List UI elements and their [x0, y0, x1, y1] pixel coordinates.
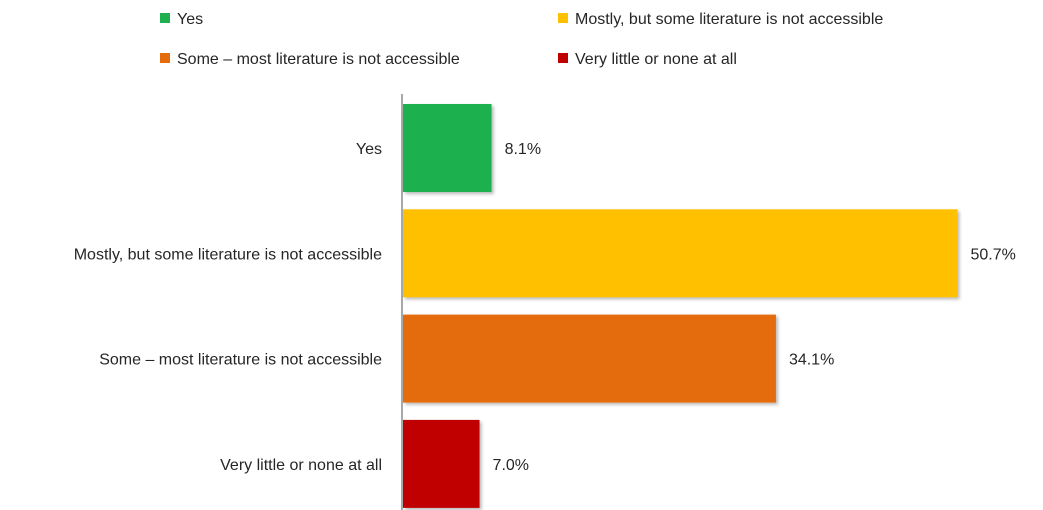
bar-yes: [403, 104, 492, 192]
legend-label-some-most-literature-is-not-accessible: Some – most literature is not accessible: [177, 51, 460, 68]
category-labels: Yes Mostly, but some literature is not ac…: [74, 141, 382, 474]
legend-swatch-some-most-literature-is-not-accessible: [160, 53, 170, 63]
bar-some-most-literature-is-not-accessible: [403, 314, 776, 403]
category-label-some-most-literature-is-not-accessible: Some – most literature is not accessible: [99, 352, 382, 369]
legend-swatch-very-little-or-none-at-all: [558, 53, 568, 63]
value-label-yes: 8.1%: [505, 141, 541, 158]
value-label-mostly-but-some-literature-is-not-accessible: 50.7%: [971, 246, 1016, 263]
legend-label-mostly-but-some-literature-is-not-accessible: Mostly, but some literature is not acces…: [575, 11, 883, 28]
bar-very-little-or-none-at-all: [403, 419, 480, 508]
bar-mostly-but-some-literature-is-not-accessible: [403, 209, 958, 298]
legend-swatch-yes: [160, 13, 170, 23]
category-label-very-little-or-none-at-all: Very little or none at all: [220, 457, 382, 474]
legend-swatch-mostly-but-some-literature-is-not-accessible: [558, 13, 568, 23]
value-labels: 8.1% 50.7% 34.1% 7.0%: [493, 141, 1016, 474]
chart-legend: Yes Mostly, but some literature is not ac…: [160, 11, 883, 68]
value-label-very-little-or-none-at-all: 7.0%: [493, 457, 529, 474]
legend-label-yes: Yes: [177, 11, 203, 28]
category-label-mostly-but-some-literature-is-not-accessible: Mostly, but some literature is not acces…: [74, 246, 382, 263]
bars: [403, 104, 958, 508]
value-label-some-most-literature-is-not-accessible: 34.1%: [789, 352, 834, 369]
category-label-yes: Yes: [356, 141, 382, 158]
legend-label-very-little-or-none-at-all: Very little or none at all: [575, 51, 737, 68]
